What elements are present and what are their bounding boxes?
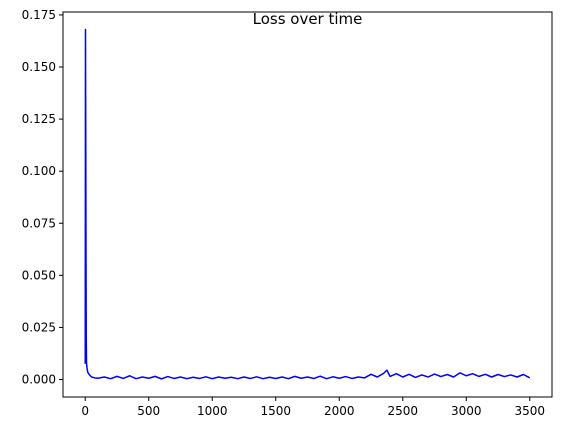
- y-tick-label: 0.050: [22, 268, 56, 282]
- y-tick-label: 0.000: [22, 373, 56, 387]
- series-layer: [84, 28, 531, 380]
- y-tick-label: 0.025: [22, 320, 56, 334]
- y-axis-ticks: 0.000 0.025 0.050 0.075 0.100 0.125 0.150 0.175: [22, 8, 63, 387]
- y-tick-label: 0.175: [22, 8, 56, 22]
- x-tick-label: 1000: [197, 404, 228, 418]
- plot-frame: [62, 11, 553, 398]
- x-tick-label: 3500: [514, 404, 545, 418]
- x-tick-label: 500: [137, 404, 160, 418]
- x-axis-ticks: 0 500 1000 1500 2000 2500 3000 3500: [81, 397, 545, 418]
- x-tick-label: 2500: [387, 404, 418, 418]
- series-line-0: [84, 28, 531, 380]
- x-tick-label: 1500: [260, 404, 291, 418]
- x-tick-label: 3000: [451, 404, 482, 418]
- x-tick-label: 0: [81, 404, 89, 418]
- y-tick-label: 0.150: [22, 60, 56, 74]
- y-tick-label: 0.075: [22, 216, 56, 230]
- y-tick-label: 0.100: [22, 164, 56, 178]
- y-tick-label: 0.125: [22, 112, 56, 126]
- x-tick-label: 2000: [324, 404, 355, 418]
- chart-title: Loss over time: [253, 10, 363, 28]
